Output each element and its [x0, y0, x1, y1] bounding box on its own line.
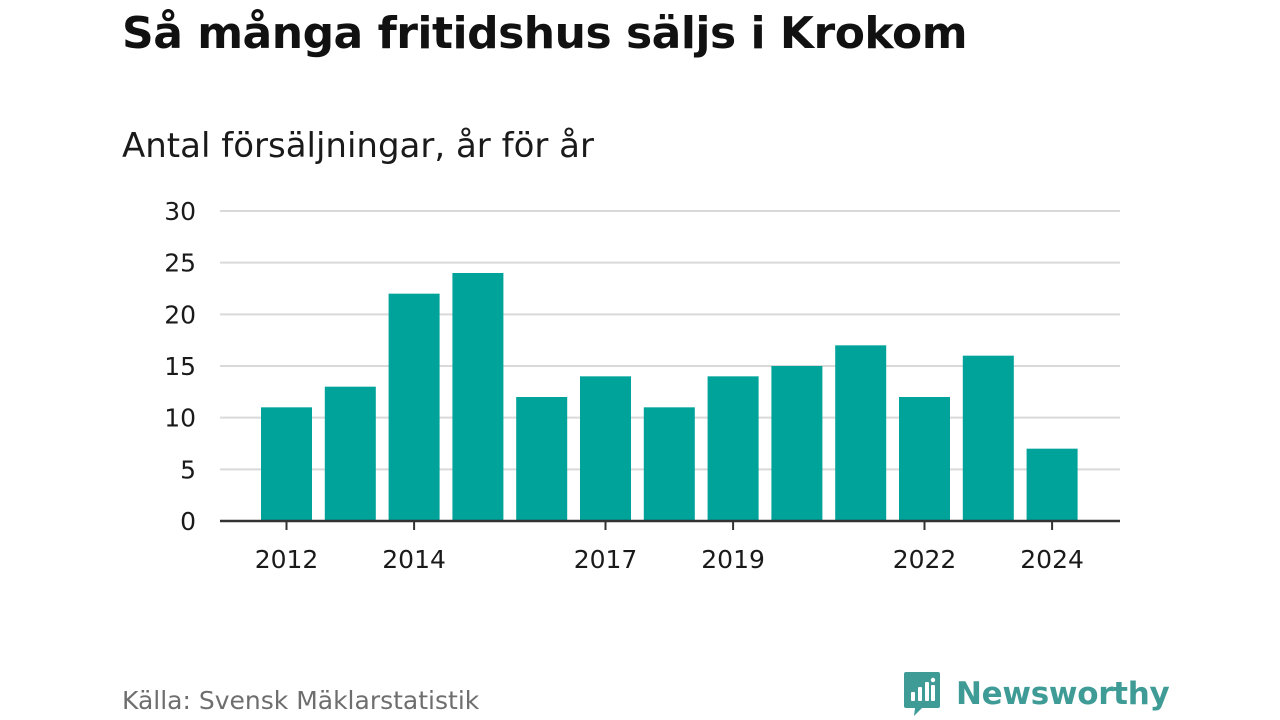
x-tick-label-2024: 2024 [1020, 545, 1084, 574]
bar-2019 [707, 376, 759, 521]
bar-2024 [1026, 448, 1078, 521]
bar-2013 [324, 386, 376, 521]
bar-2020 [771, 366, 823, 521]
bar-2021 [835, 345, 887, 521]
bar-2015 [452, 273, 504, 521]
y-tick-label-10: 10 [164, 404, 196, 433]
bar-2023 [962, 355, 1014, 521]
x-tick-label-2022: 2022 [893, 545, 957, 574]
x-tick-label-2012: 2012 [255, 545, 319, 574]
y-tick-label-0: 0 [180, 507, 196, 536]
y-tick-label-25: 25 [164, 249, 196, 278]
bar-2017 [580, 376, 631, 521]
brand: Newsworthy [902, 670, 1170, 718]
x-tick-label-2017: 2017 [574, 545, 638, 574]
chart-title: Så många fritidshus säljs i Krokom [122, 8, 968, 59]
chart-subtitle: Antal försäljningar, år för år [122, 126, 594, 166]
y-tick-label-15: 15 [164, 352, 196, 381]
tick-labels: 0 5 10 15 20 25 30 2012 2014 2017 2019 2022 2024 [164, 197, 1084, 574]
brand-name: Newsworthy [956, 676, 1170, 712]
x-tick-label-2014: 2014 [382, 545, 446, 574]
bar-2016 [516, 397, 568, 521]
bar-2022 [899, 397, 950, 521]
bar-2014 [388, 293, 440, 521]
y-tick-label-5: 5 [180, 455, 196, 484]
newsworthy-logo-icon [904, 672, 940, 716]
y-tick-label-30: 30 [164, 197, 196, 226]
bar-2018 [643, 407, 695, 521]
axes [220, 519, 1120, 530]
y-tick-label-20: 20 [164, 300, 196, 329]
bars [261, 273, 1078, 521]
bar-2012 [261, 407, 312, 521]
source-note: Källa: Svensk Mäklarstatistik [122, 686, 480, 715]
x-tick-label-2019: 2019 [701, 545, 765, 574]
